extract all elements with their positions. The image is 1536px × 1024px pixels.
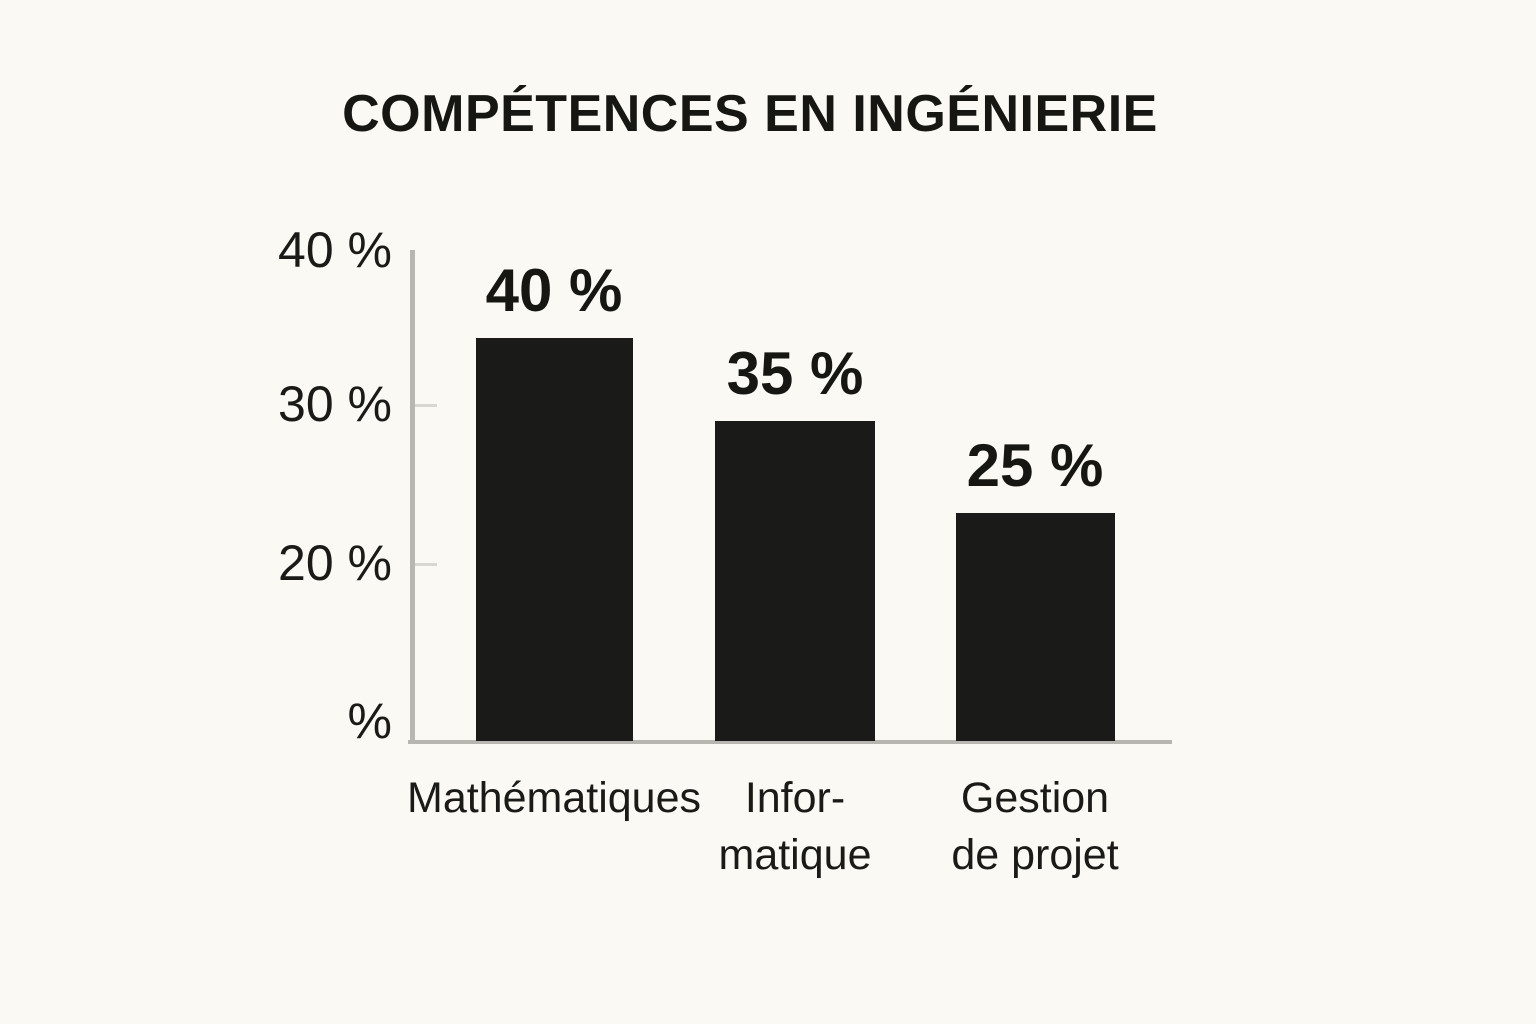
y-axis-label: 30 % [278,376,392,432]
bar-value-label: 35 % [726,340,864,407]
bar-2 [715,421,875,741]
category-label-line: Gestion [960,774,1110,822]
category-label-line: Infor- [744,774,846,822]
chart-title: COMPÉTENCES EN INGÉNIERIE [342,85,1158,143]
y-axis-tick [415,404,437,407]
y-axis-tick [415,563,437,566]
category-label-line: Mathématiques [407,774,701,822]
y-axis-line [410,250,415,742]
category-label-line: de projet [951,831,1119,879]
bar-value-label: 25 % [966,432,1104,499]
category-label: Gestion de projet [855,770,1215,884]
category-label: Infor-matique [615,770,975,884]
y-axis-label: 20 % [278,535,392,591]
bar-1 [475,338,633,741]
category-label: Mathématiques [374,770,734,827]
bar-value-label: 40 % [485,257,623,324]
y-axis-label: % [347,693,392,749]
y-axis-label: 40 % [278,222,392,278]
bar-3 [955,513,1115,741]
x-axis-baseline [408,740,1172,744]
category-label-line: matique [718,831,872,879]
